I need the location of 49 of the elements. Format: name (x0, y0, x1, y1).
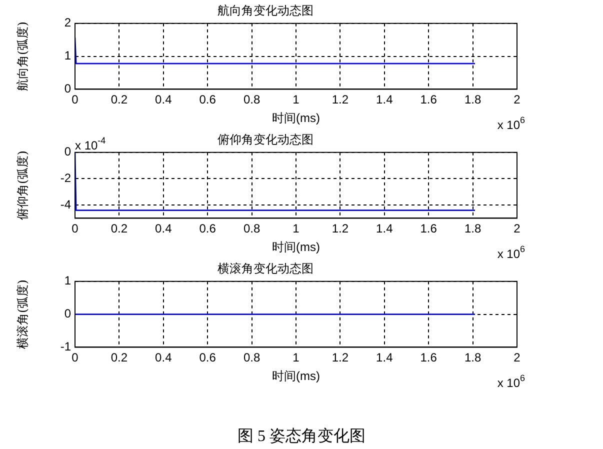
x-tick-label: 1.4 (376, 92, 394, 107)
x-tick-label: 1.6 (420, 350, 438, 365)
y-tick-label: 0 (64, 82, 72, 96)
x-tick-label: 1.2 (332, 350, 349, 365)
y-tick-label: 1 (64, 48, 72, 63)
x-tick-label: 1 (292, 222, 300, 236)
x-tick-label: 1.8 (464, 92, 482, 107)
y-tick-label: 1 (64, 274, 72, 288)
x-tick-label: 1.8 (464, 222, 482, 236)
y-tick-label: 2 (64, 16, 72, 30)
x-axis-title: 时间(ms) (272, 111, 320, 126)
x-tick-label: 0.8 (243, 350, 260, 365)
y-axis-title: 俯仰角(弧度) (15, 150, 30, 220)
x-tick-label: 0.6 (199, 350, 216, 365)
x-tick-label: 0.4 (155, 350, 172, 365)
x-tick-label: 0.2 (110, 350, 128, 365)
x-tick-label: 1 (292, 350, 300, 365)
chart-title: 横滚角变化动态图 (218, 262, 314, 276)
x-tick-label: 0.2 (110, 222, 128, 236)
x-tick-label: 1 (292, 92, 300, 107)
x-tick-label: 0.2 (110, 92, 128, 107)
x-tick-label: 0.4 (155, 92, 172, 107)
y-axis-title: 航向角(弧度) (15, 22, 30, 91)
x-tick-label: 1.2 (332, 222, 349, 236)
x-tick-label: 0.8 (243, 222, 260, 236)
chart-title: 俯仰角变化动态图 (218, 132, 314, 147)
caption: 图 5 姿态角变化图 (236, 426, 366, 447)
x-tick-label: 1.6 (420, 222, 438, 236)
y-tick-label: -2 (60, 171, 72, 186)
x-tick-label: 0.6 (199, 92, 216, 107)
x-tick-label: 0.4 (155, 222, 172, 236)
y-tick-label: -4 (60, 197, 72, 212)
x-axis-title: 时间(ms) (272, 240, 320, 254)
x-tick-label: 1.8 (464, 350, 482, 365)
y-tick-label: -1 (60, 340, 72, 354)
chart-title: 航向角变化动态图 (218, 4, 314, 18)
x-tick-label: 2 (514, 222, 521, 236)
x-tick-label: 1.4 (376, 222, 394, 236)
x-tick-label: 1.4 (376, 350, 394, 365)
x-tick-label: 0.6 (199, 222, 216, 236)
x-tick-label: 2 (514, 92, 521, 107)
y-tick-label: 0 (64, 144, 72, 159)
x-tick-label: 1.6 (420, 92, 438, 107)
x-tick-label: 1.2 (332, 92, 349, 107)
y-axis-title: 横滚角(弧度) (15, 280, 30, 349)
x-axis-title: 时间(ms) (272, 369, 320, 384)
y-tick-label: 0 (64, 306, 72, 321)
x-tick-label: 0.8 (243, 92, 260, 107)
x-tick-label: 2 (514, 350, 521, 365)
